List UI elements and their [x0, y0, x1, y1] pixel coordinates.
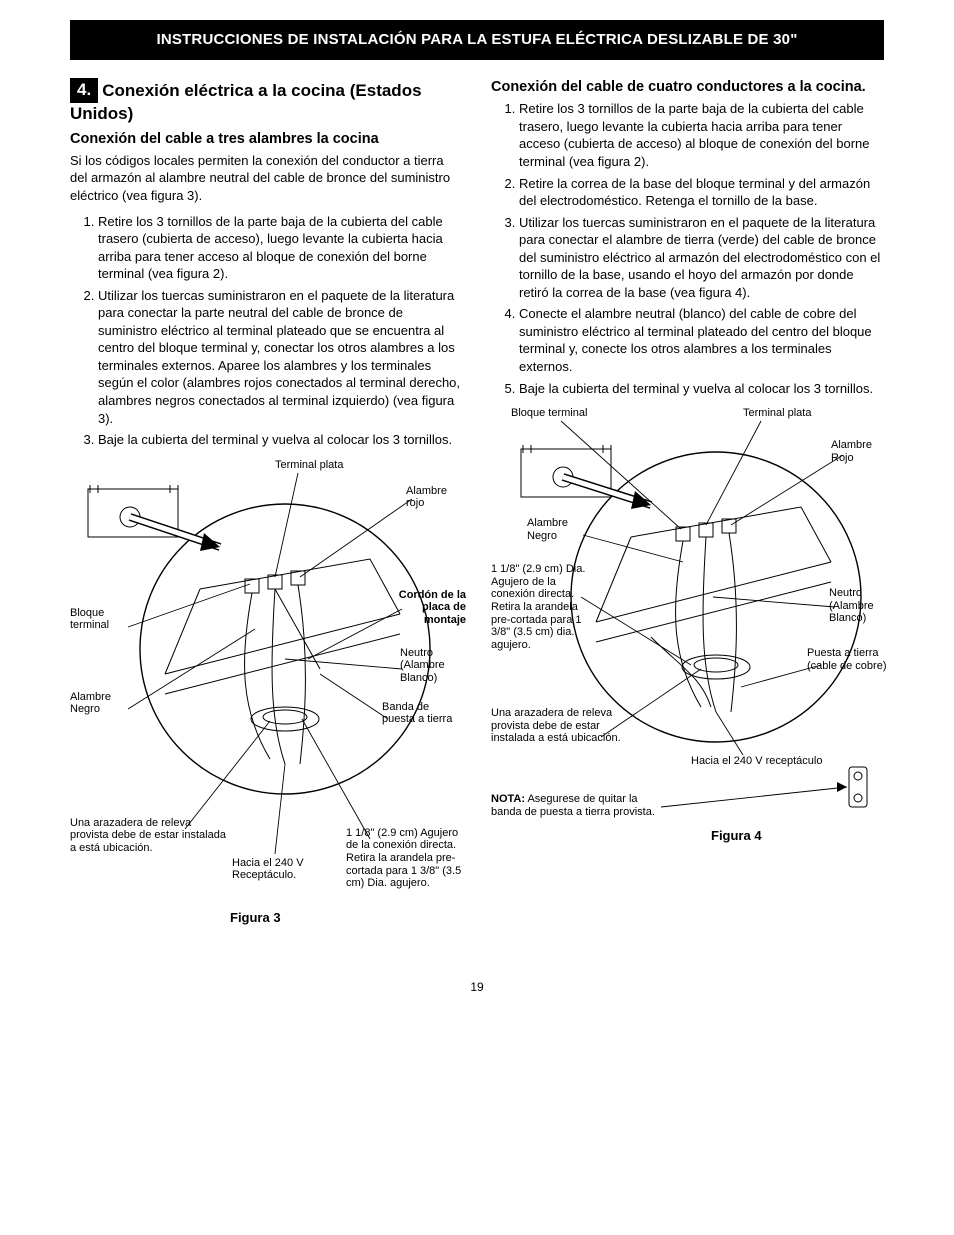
nota-label: NOTA:: [491, 793, 525, 805]
subtitle-right: Conexión del cable de cuatro conductores…: [491, 78, 884, 96]
page-number: 19: [70, 979, 884, 995]
lbl-hacia: Hacia el 240 V Receptáculo.: [232, 857, 327, 882]
section-title-left: 4.Conexión eléctrica a la cocina (Estado…: [70, 78, 463, 124]
left-column: 4.Conexión eléctrica a la cocina (Estado…: [70, 78, 463, 938]
list-item: Retire los 3 tornillos de la parte baja …: [98, 213, 463, 283]
lbl4-bloque-terminal: Bloque terminal: [511, 407, 611, 420]
figure-3-caption: Figura 3: [230, 909, 281, 927]
lbl-cordon: Cordón de la placa de montaje: [386, 589, 466, 627]
list-item: Utilizar los tuercas suministraron en el…: [519, 214, 884, 302]
lbl4-alambre-rojo: Alambre Rojo: [831, 439, 891, 464]
lbl-terminal-plata: Terminal plata: [275, 459, 365, 472]
figure-3: Terminal plata Alambre rojo Bloque termi…: [70, 459, 463, 939]
lbl4-puesta-tierra: Puesta a tierra (cable de cobre): [807, 647, 889, 672]
lbl4-terminal-plata: Terminal plata: [743, 407, 833, 420]
subtitle-left: Conexión del cable a tres alambres la co…: [70, 130, 463, 148]
list-item: Baje la cubierta del terminal y vuelva a…: [519, 380, 884, 398]
intro-left: Si los códigos locales permiten la conex…: [70, 152, 463, 205]
lbl4-hacia: Hacia el 240 V receptáculo: [691, 755, 841, 768]
lbl-bloque-terminal: Bloque terminal: [70, 607, 130, 632]
lbl4-neutro: Neutro (Alambre Blanco): [829, 587, 894, 625]
steps-right: Retire los 3 tornillos de la parte baja …: [491, 100, 884, 397]
list-item: Retire los 3 tornillos de la parte baja …: [519, 100, 884, 170]
lbl-clamp: Una arazadera de releva provista debe de…: [70, 817, 228, 855]
list-item: Retire la correa de la base del bloque t…: [519, 175, 884, 210]
lbl-alambre-rojo: Alambre rojo: [406, 485, 466, 510]
figure-4: Bloque terminal Terminal plata Alambre R…: [491, 407, 884, 887]
figure-4-caption: Figura 4: [711, 827, 762, 845]
list-item: Conecte el alambre neutral (blanco) del …: [519, 305, 884, 375]
lbl-banda: Banda de puesta a tierra: [382, 701, 457, 726]
steps-left: Retire los 3 tornillos de la parte baja …: [70, 213, 463, 449]
header-title: INSTRUCCIONES DE INSTALACIÓN PARA LA EST…: [70, 20, 884, 60]
lbl4-clamp: Una arazadera de releva provista debe de…: [491, 707, 646, 745]
lbl4-dia-agujero: 1 1/8" (2.9 cm) Dia. Agujero de la conex…: [491, 563, 591, 651]
section-title-text: Conexión eléctrica a la cocina (Estados …: [70, 81, 422, 122]
step-badge: 4.: [70, 78, 98, 102]
lbl4-nota: NOTA: Asegurese de quitar la banda de pu…: [491, 793, 661, 818]
lbl-alambre-negro: Alambre Negro: [70, 691, 130, 716]
lbl-neutro: Neutro (Alambre Blanco): [400, 647, 470, 685]
lbl-agujero: 1 1/8" (2.9 cm) Agujero de la conexión d…: [346, 827, 466, 890]
list-item: Utilizar los tuercas suministraron en el…: [98, 287, 463, 427]
content-columns: 4.Conexión eléctrica a la cocina (Estado…: [70, 78, 884, 938]
right-column: Conexión del cable de cuatro conductores…: [491, 78, 884, 938]
list-item: Baje la cubierta del terminal y vuelva a…: [98, 431, 463, 449]
lbl4-alambre-negro: Alambre Negro: [527, 517, 587, 542]
